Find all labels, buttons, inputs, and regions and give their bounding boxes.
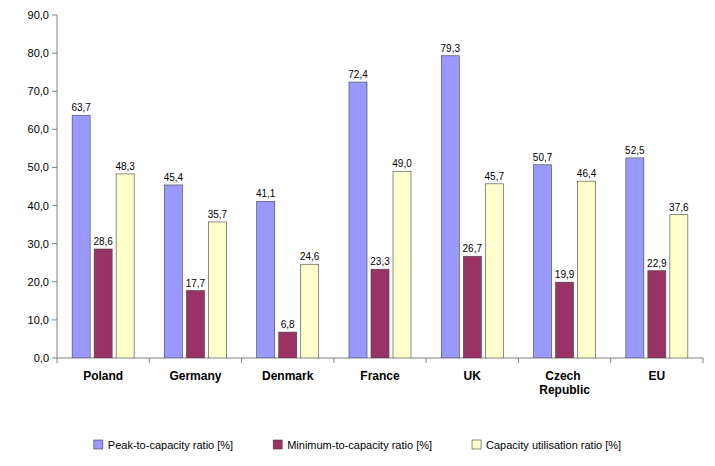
bar [186, 291, 204, 358]
y-tick-label: 20,0 [28, 276, 49, 288]
x-tick-label: Denmark [262, 369, 314, 383]
y-tick-label: 30,0 [28, 238, 49, 250]
y-tick [52, 53, 57, 54]
data-label: 17,7 [186, 278, 206, 289]
data-label: 37,6 [669, 202, 689, 213]
x-tick-label-line: Czech [545, 369, 584, 383]
bar [279, 332, 297, 358]
y-tick-label: 10,0 [28, 314, 49, 326]
y-tick [52, 243, 57, 244]
x-tick-label: Germany [169, 369, 221, 383]
y-tick-label: 80,0 [28, 47, 49, 59]
bar [208, 222, 226, 358]
y-tick [52, 281, 57, 282]
legend-item: Minimum-to-capacity ratio [%] [273, 439, 432, 451]
bars [72, 56, 688, 358]
y-tick-label: 90,0 [28, 9, 49, 21]
bar [349, 82, 367, 358]
data-label: 41,1 [256, 188, 276, 199]
x-tick [426, 358, 427, 363]
x-tick [57, 358, 58, 363]
data-label: 45,7 [485, 171, 505, 182]
legend-item: Peak-to-capacity ratio [%] [94, 439, 233, 451]
x-tick-label: Czech Republic [539, 369, 590, 397]
bar [626, 158, 644, 358]
y-tick [52, 167, 57, 168]
bar [164, 185, 182, 358]
x-tick-label: UK [464, 369, 482, 383]
x-tick-label: France [360, 369, 400, 383]
bar [72, 115, 90, 358]
y-tick-label: 60,0 [28, 123, 49, 135]
data-label: 48,3 [115, 161, 135, 172]
data-label: 28,6 [93, 236, 113, 247]
data-labels: 63,7 45,4 41,1 72,4 79,3 50,7 52,5 28,6 17,7 6,8 2… [71, 43, 689, 330]
data-label: 79,3 [441, 43, 461, 54]
data-label: 52,5 [625, 145, 645, 156]
y-tick-label: 40,0 [28, 200, 49, 212]
legend-label: Peak-to-capacity ratio [%] [108, 439, 233, 451]
y-tick [52, 91, 57, 92]
x-tick [610, 358, 611, 363]
data-label: 72,4 [348, 69, 368, 80]
bar [301, 264, 319, 358]
bar [257, 201, 275, 358]
y-tick [52, 205, 57, 206]
bar [463, 256, 481, 358]
x-tick [703, 358, 704, 363]
bar [94, 249, 112, 358]
legend-label: Minimum-to-capacity ratio [%] [287, 439, 432, 451]
x-tick [333, 358, 334, 363]
bar [534, 165, 552, 358]
legend-swatch [273, 440, 282, 449]
bar [116, 174, 134, 358]
data-label: 23,3 [370, 256, 390, 267]
x-tick [518, 358, 519, 363]
y-tick-label: 0,0 [34, 352, 49, 364]
y-tick [52, 129, 57, 130]
data-label: 50,7 [533, 152, 553, 163]
bar [485, 184, 503, 358]
x-tick-label: EU [649, 369, 666, 383]
legend-label: Capacity utilisation ratio [%] [486, 439, 621, 451]
bar [556, 282, 574, 358]
y-tick-label: 70,0 [28, 85, 49, 97]
y-tick-label: 50,0 [28, 161, 49, 173]
bar [648, 271, 666, 358]
data-label: 46,4 [577, 168, 597, 179]
chart: 0,0 10,0 20,0 30,0 40,0 50,0 60,0 70,0 80,0 90,0 6… [0, 0, 715, 466]
legend: Peak-to-capacity ratio [%] Minimum-to-cap… [94, 439, 621, 451]
x-tick-label: Poland [83, 369, 123, 383]
y-axis [57, 15, 58, 358]
x-tick-label-line: Republic [539, 383, 590, 397]
x-tick [241, 358, 242, 363]
bar [393, 171, 411, 358]
data-label: 63,7 [71, 102, 91, 113]
data-label: 24,6 [300, 251, 320, 262]
y-tick [52, 319, 57, 320]
legend-swatch [472, 440, 481, 449]
x-tick [149, 358, 150, 363]
data-label: 19,9 [555, 269, 575, 280]
bar [578, 181, 596, 358]
data-label: 49,0 [392, 158, 412, 169]
bar [371, 269, 389, 358]
data-label: 26,7 [463, 243, 483, 254]
legend-swatch [94, 440, 103, 449]
data-label: 45,4 [164, 172, 184, 183]
data-label: 22,9 [647, 258, 667, 269]
y-tick [52, 15, 57, 16]
data-label: 6,8 [281, 319, 295, 330]
bar [670, 215, 688, 358]
data-label: 35,7 [208, 209, 228, 220]
legend-item: Capacity utilisation ratio [%] [472, 439, 621, 451]
y-tick [52, 358, 57, 359]
bar [441, 56, 459, 358]
